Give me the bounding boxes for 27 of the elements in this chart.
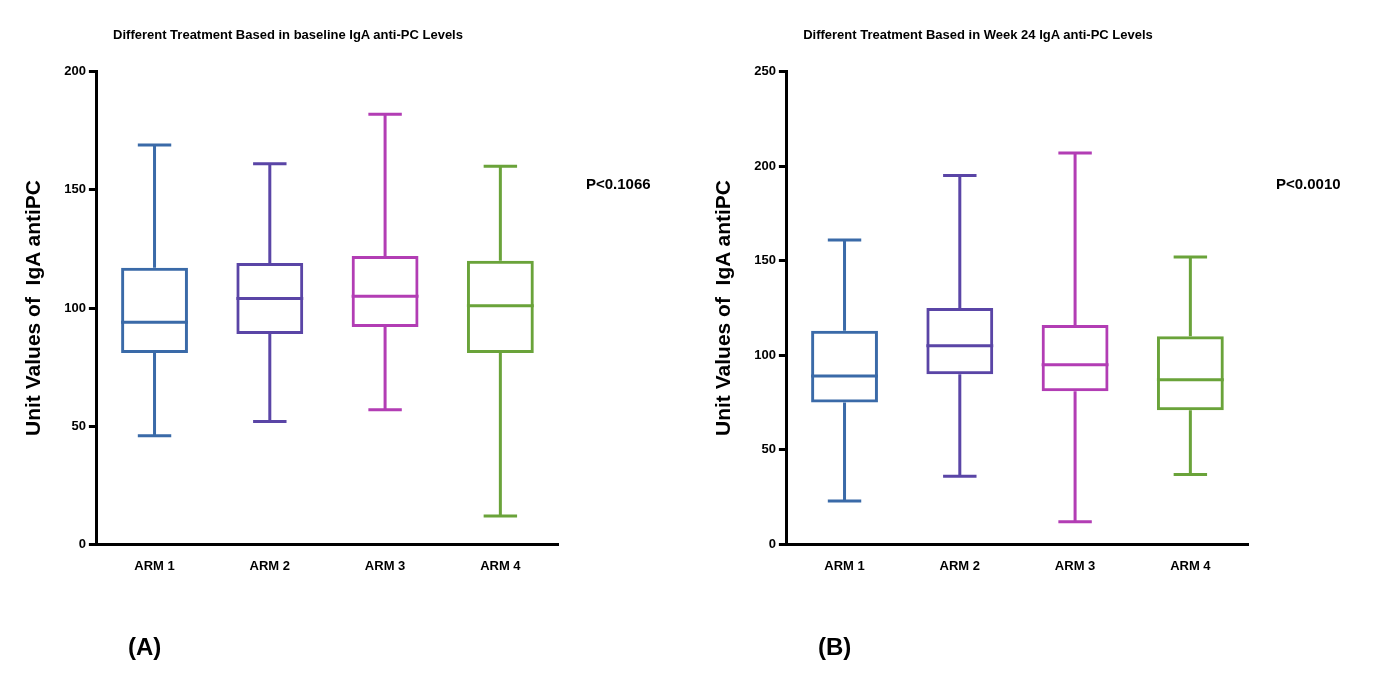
y-tick-label: 250 (754, 63, 776, 79)
text: P<0.1066 (586, 175, 651, 193)
x-tick-label: ARM 1 (824, 557, 865, 573)
x-tick-label: ARM 2 (249, 557, 291, 573)
text: (A) (128, 632, 162, 660)
y-axis-title: Unit Values of IgA antiPC (711, 180, 735, 436)
y-tick-label: 100 (754, 346, 776, 362)
x-tick-label: ARM 3 (1054, 557, 1096, 573)
y-tick-label: 100 (64, 299, 86, 315)
x-tick-label: ARM 3 (364, 557, 406, 573)
y-tick-label: 0 (78, 535, 86, 551)
y-tick-label: 200 (64, 63, 86, 79)
y-tick-label: 0 (768, 535, 776, 551)
chart-title: Different Treatment Based in Week 24 IgA anti-PC Levels (803, 27, 1153, 43)
y-tick-label: 200 (754, 157, 776, 173)
x-tick-label: ARM 1 (134, 557, 175, 573)
y-tick-label: 50 (761, 441, 776, 457)
x-tick-label: ARM 4 (480, 557, 522, 573)
x-tick-label: ARM 2 (939, 557, 981, 573)
y-tick-label: 150 (754, 252, 776, 268)
text: (B) (818, 632, 852, 660)
y-tick-label: 150 (64, 181, 86, 197)
chart-title: Different Treatment Based in baseline IgA anti-PC Levels (113, 27, 463, 43)
y-axis-title: Unit Values of IgA antiPC (21, 180, 45, 436)
x-tick-label: ARM 4 (1170, 557, 1212, 573)
text: P<0.0010 (1276, 175, 1341, 193)
y-tick-label: 50 (71, 417, 86, 433)
